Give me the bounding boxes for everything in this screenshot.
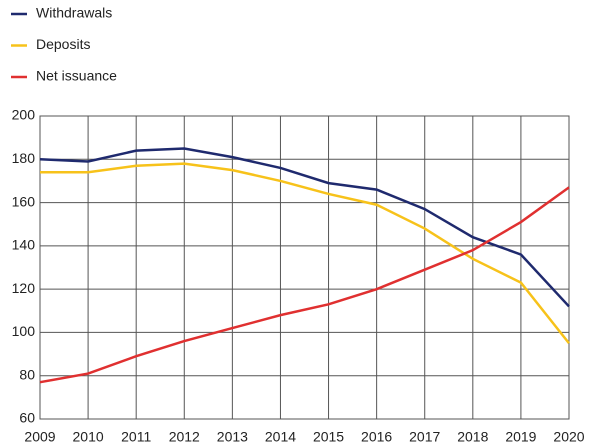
legend-label: Withdrawals bbox=[36, 5, 112, 21]
legend-label: Net issuance bbox=[36, 68, 117, 84]
x-tick-label: 2020 bbox=[553, 429, 584, 445]
series-line bbox=[40, 162, 570, 345]
y-tick-label: 140 bbox=[12, 237, 36, 253]
x-tick-label: 2015 bbox=[313, 429, 344, 445]
x-tick-label: 2011 bbox=[121, 429, 151, 445]
y-tick-label: 80 bbox=[19, 366, 35, 382]
x-tick-label: 2014 bbox=[265, 429, 296, 445]
x-tick-label: 2018 bbox=[457, 429, 488, 445]
x-tick-label: 2019 bbox=[505, 429, 536, 445]
y-tick-label: 120 bbox=[12, 280, 36, 296]
y-tick-label: 180 bbox=[12, 150, 36, 166]
legend-label: Deposits bbox=[36, 36, 90, 52]
x-tick-label: 2016 bbox=[361, 429, 392, 445]
x-tick-label: 2010 bbox=[73, 429, 104, 445]
series-line bbox=[39, 186, 570, 384]
plot-border bbox=[39, 115, 570, 420]
y-tick-label: 100 bbox=[12, 323, 36, 339]
x-tick-label: 2013 bbox=[217, 429, 248, 445]
series-line bbox=[39, 147, 570, 308]
y-tick-label: 200 bbox=[12, 107, 36, 123]
x-tick-label: 2017 bbox=[409, 429, 440, 445]
x-tick-label: 2009 bbox=[24, 429, 55, 445]
y-tick-label: 160 bbox=[12, 193, 36, 209]
x-tick-label: 2012 bbox=[169, 429, 200, 445]
y-tick-label: 60 bbox=[19, 410, 35, 426]
